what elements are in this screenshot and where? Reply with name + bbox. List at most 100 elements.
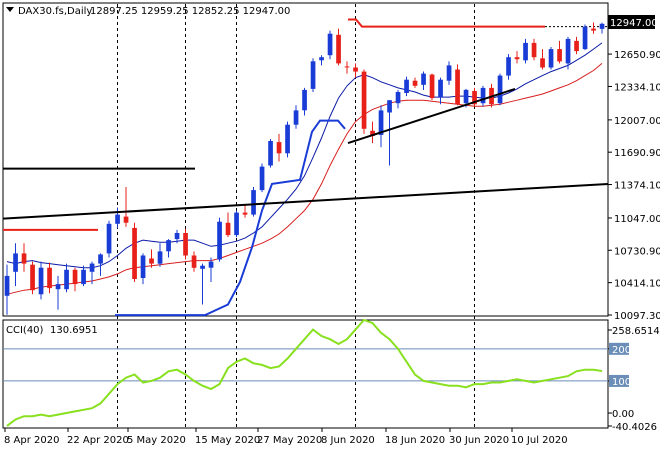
candle <box>421 71 426 90</box>
candle <box>327 30 333 60</box>
candle-body <box>276 142 282 154</box>
candle-body <box>38 267 44 295</box>
time-tick-label: 10 Jul 2020 <box>511 435 568 446</box>
candle <box>293 105 299 129</box>
candle-body <box>463 89 469 104</box>
candle-body <box>531 42 537 58</box>
cci-tick-label: 258.6514 <box>612 326 660 337</box>
candle-body <box>234 212 239 236</box>
candle-body <box>472 91 477 105</box>
candle <box>370 121 375 144</box>
candle-body <box>225 222 231 236</box>
time-tick-label: 8 Jun 2020 <box>321 435 375 446</box>
candle-body <box>106 223 112 254</box>
candle-body <box>336 34 341 64</box>
candle <box>64 263 69 293</box>
candle-body <box>268 141 273 166</box>
candlesticks <box>4 22 605 315</box>
candle-body <box>591 28 596 31</box>
candle-body <box>548 49 554 68</box>
time-tick-label: 18 Jun 2020 <box>385 435 445 446</box>
candle-body <box>47 267 52 289</box>
candle <box>523 38 528 64</box>
candle <box>157 243 163 267</box>
candle <box>132 222 137 283</box>
cci-tick-label: -40.4026 <box>612 422 657 433</box>
price-tick-label: 12334.10 <box>614 82 660 93</box>
cci-tick-label: 0.00 <box>612 409 634 420</box>
candle <box>387 100 392 166</box>
candle <box>251 187 256 217</box>
candle-body <box>353 67 358 72</box>
cci-level-badge <box>609 342 629 355</box>
candle-body <box>200 265 205 269</box>
price-tick-label: 10414.10 <box>614 279 660 290</box>
candle <box>149 249 154 268</box>
cci-tick-label: 100 <box>612 377 631 388</box>
candle <box>378 105 384 148</box>
candle <box>47 262 52 294</box>
candle-body <box>259 166 265 191</box>
candle <box>38 261 44 300</box>
cci-name-label: CCI(40) <box>6 325 44 336</box>
price-tick-label: 12650.90 <box>614 50 660 61</box>
candle-body <box>310 61 316 89</box>
candle <box>497 73 503 106</box>
price-tick-label: 10097.30 <box>614 311 660 322</box>
candle <box>446 61 452 85</box>
candle-body <box>344 66 350 68</box>
candle <box>4 264 10 315</box>
candle-body <box>412 80 418 86</box>
candle-body <box>157 251 163 264</box>
candle <box>455 64 460 106</box>
candle-body <box>13 253 18 272</box>
candle <box>582 24 588 51</box>
candle-body <box>565 38 571 64</box>
candle <box>514 51 520 64</box>
candle <box>336 28 341 66</box>
candle-body <box>81 269 86 285</box>
trend-lines <box>2 87 609 220</box>
candle-body <box>361 71 367 129</box>
candle-body <box>123 216 129 223</box>
candle-body <box>140 255 146 278</box>
long-ma-line <box>115 119 346 317</box>
candle <box>557 40 562 64</box>
candle <box>540 49 545 70</box>
candle-body <box>446 65 452 81</box>
cci-value-label: 130.6951 <box>50 325 98 336</box>
candle-body <box>429 74 435 99</box>
candle <box>574 36 579 55</box>
trend-line <box>347 87 516 145</box>
candle-body <box>166 240 171 252</box>
candle-body <box>370 130 375 136</box>
candle <box>429 73 435 101</box>
price-levels <box>3 18 608 231</box>
candle <box>472 87 477 107</box>
candle <box>480 85 486 107</box>
price-tick-label: 11047.00 <box>614 214 660 225</box>
candle <box>21 243 27 272</box>
candle <box>140 253 146 285</box>
time-tick-label: 27 May 2020 <box>257 435 322 446</box>
candle <box>55 275 61 310</box>
candle-body <box>285 124 290 154</box>
candle-body <box>455 69 460 105</box>
time-tick-label: 5 May 2020 <box>127 435 186 446</box>
symbol-label: DAX30.fs,Daily <box>18 6 92 17</box>
price-tick-label: 11690.90 <box>614 148 660 159</box>
candle <box>200 263 205 305</box>
dropdown-triangle-icon[interactable] <box>6 7 14 12</box>
candle <box>242 204 248 218</box>
candle <box>506 54 511 80</box>
candle-body <box>55 284 61 290</box>
candle <box>208 257 214 283</box>
ohlc-label: 12897.25 12959.25 12852.25 12947.00 <box>90 6 290 17</box>
candle <box>353 63 358 78</box>
candle-body <box>293 110 299 125</box>
candle-body <box>421 73 426 85</box>
candle <box>591 22 596 34</box>
